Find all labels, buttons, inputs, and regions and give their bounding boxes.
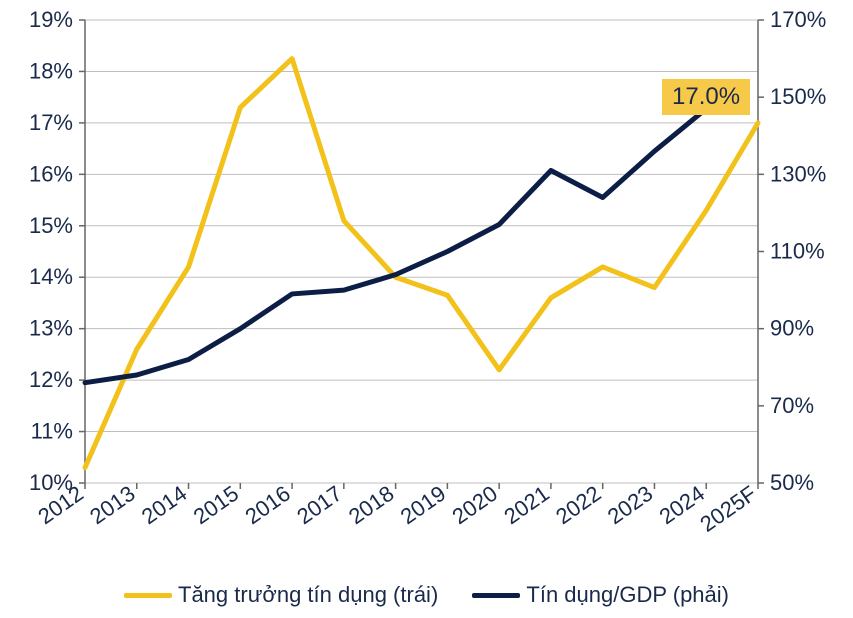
- svg-text:110%: 110%: [770, 239, 825, 264]
- svg-text:17%: 17%: [29, 110, 73, 135]
- svg-text:18%: 18%: [29, 58, 73, 83]
- legend-swatch-credit-growth: [124, 593, 172, 598]
- svg-text:16%: 16%: [29, 161, 73, 186]
- legend: Tăng trưởng tín dụng (trái) Tín dụng/GDP…: [0, 578, 853, 609]
- legend-label-credit-gdp: Tín dụng/GDP (phải): [526, 582, 729, 608]
- svg-text:170%: 170%: [770, 7, 826, 32]
- callout-text: 17.0%: [672, 83, 740, 110]
- svg-text:70%: 70%: [770, 393, 814, 418]
- svg-text:14%: 14%: [29, 264, 73, 289]
- legend-item-credit-gdp: Tín dụng/GDP (phải): [472, 582, 729, 608]
- svg-text:15%: 15%: [29, 213, 73, 238]
- svg-text:130%: 130%: [770, 161, 826, 186]
- svg-text:19%: 19%: [29, 7, 73, 32]
- svg-text:13%: 13%: [29, 316, 73, 341]
- legend-swatch-credit-gdp: [472, 593, 520, 598]
- svg-text:150%: 150%: [770, 84, 826, 109]
- svg-text:50%: 50%: [770, 470, 814, 495]
- svg-text:90%: 90%: [770, 316, 814, 341]
- legend-item-credit-growth: Tăng trưởng tín dụng (trái): [124, 582, 438, 608]
- chart-container: 10%11%12%13%14%15%16%17%18%19%50%70%90%1…: [0, 0, 853, 618]
- data-callout: 17.0%: [662, 79, 750, 115]
- svg-text:11%: 11%: [31, 419, 73, 444]
- svg-text:12%: 12%: [29, 367, 73, 392]
- legend-label-credit-growth: Tăng trưởng tín dụng (trái): [178, 582, 438, 608]
